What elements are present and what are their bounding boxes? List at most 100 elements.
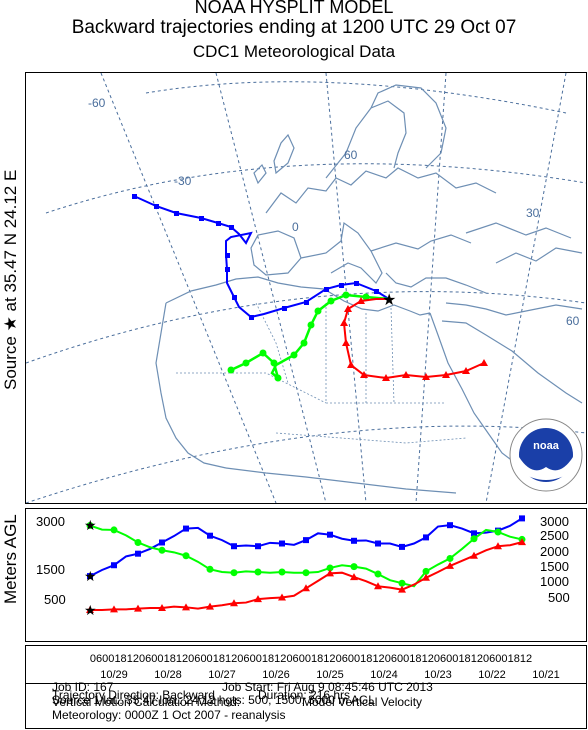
map-svg: -60 -30 0 60 30 60 (26, 73, 586, 503)
date-tick-label: 10/21 (532, 669, 560, 681)
trajectory-map: -60 -30 0 60 30 60 (25, 72, 587, 504)
trajectory-blue (133, 195, 390, 319)
trajectory-green (230, 293, 390, 382)
date-tick-label: 10/22 (478, 669, 506, 681)
agl-point (470, 535, 478, 543)
hour-tick-label: 00 (151, 653, 163, 665)
hour-tick-label: 06 (237, 653, 249, 665)
hour-tick-label: 18 (164, 653, 176, 665)
hour-tick-label: 06 (434, 653, 446, 665)
agl-point (111, 562, 117, 569)
agl-point (159, 539, 165, 546)
date-tick-label: 10/26 (262, 669, 290, 681)
hour-tick-label: 00 (250, 653, 262, 665)
agl-point (422, 567, 430, 575)
date-tick-label: 10/29 (100, 669, 128, 681)
agl-point (158, 546, 166, 554)
agl-point (398, 579, 406, 587)
chart-title-line2: Backward trajectories ending at 1200 UTC… (71, 17, 517, 38)
start-star-icon: ★ (84, 517, 97, 533)
hour-tick-label: 06 (286, 653, 298, 665)
agl-point (470, 551, 478, 559)
date-tick-label: 10/25 (316, 669, 344, 681)
agl-chart-panel: ★ ★ ★ 3000 1500 500 3000 2500 2000 1500 10… (25, 508, 587, 642)
hour-tick-label: 06 (336, 653, 348, 665)
noaa-logo: noaa (509, 418, 583, 492)
agl-series-line (89, 524, 523, 588)
agl-point (326, 564, 334, 572)
agl-point (134, 604, 142, 612)
hour-tick-label: 00 (348, 653, 360, 665)
agl-point (446, 561, 454, 569)
hour-tick-label: 18 (508, 653, 520, 665)
agl-point (158, 603, 166, 611)
hour-tick-label: 06 (385, 653, 397, 665)
info-direction: Trajectory Direction: Backward (52, 688, 215, 702)
info-separator (25, 683, 587, 684)
trajectory-red (342, 298, 485, 380)
date-tick-label: 10/23 (424, 669, 452, 681)
agl-point (374, 570, 382, 578)
left-tick-label: 500 (44, 592, 66, 607)
hour-tick-label: 18 (409, 653, 421, 665)
map-graticule-labels: -60 -30 0 60 30 60 (88, 96, 580, 328)
chart-title-line3: CDC1 Meteorological Data (192, 42, 396, 61)
agl-point (134, 538, 142, 546)
agl-series-line (89, 517, 523, 577)
right-tick-label: 2000 (540, 544, 569, 559)
map-coastlines (155, 84, 583, 494)
agl-point (86, 606, 94, 614)
agl-point (207, 532, 213, 539)
right-tick-label: 2500 (540, 528, 569, 543)
date-tick-label: 10/28 (154, 669, 182, 681)
agl-point (279, 540, 285, 547)
agl-point (230, 569, 238, 577)
agl-point (471, 530, 477, 537)
agl-point (87, 573, 93, 580)
hour-tick-label: 00 (102, 653, 114, 665)
left-tick-label: 3000 (36, 514, 65, 529)
agl-point (519, 515, 525, 522)
source-label: Source ★ at 35.47 N 24.12 E (1, 169, 20, 390)
hour-tick-label: 06 (139, 653, 151, 665)
agl-point (86, 522, 94, 530)
agl-point (183, 525, 189, 532)
hour-tick-label: 18 (458, 653, 470, 665)
map-borders (176, 302, 467, 444)
start-star-icon: ★ (84, 602, 97, 618)
hour-tick-label: 12 (323, 653, 335, 665)
hour-tick-label: 12 (520, 653, 532, 665)
agl-point (254, 568, 262, 576)
hour-tick-label: 18 (262, 653, 274, 665)
hour-tick-label: 12 (176, 653, 188, 665)
map-graticule (26, 73, 586, 503)
agl-point (446, 554, 454, 562)
agl-point (494, 528, 502, 536)
trajectory-green-markers (227, 291, 370, 382)
agl-point (422, 573, 430, 581)
hour-tick-label: 12 (225, 653, 237, 665)
agl-point (206, 565, 214, 573)
agl-point (447, 522, 453, 529)
date-tick-label: 10/24 (370, 669, 398, 681)
job-start: Job Start: Fri Aug 9 08:45:46 UTC 2013 (222, 680, 433, 694)
info-duration: Duration: 216 hrs (258, 688, 351, 702)
hour-tick-label: 12 (471, 653, 483, 665)
agl-point (255, 543, 261, 550)
graticule-label: -60 (88, 96, 106, 110)
chart-title-line1: NOAA HYSPLIT MODEL (194, 0, 394, 17)
hour-tick-label: 18 (311, 653, 323, 665)
source-star-icon: ★ (382, 292, 396, 309)
time-axis: 06 00 18 12 06 00 18 12 06 00 18 12 06 00 18 12 06 00 18 12… (90, 653, 560, 681)
hour-tick-label: 00 (200, 653, 212, 665)
hour-tick-label: 18 (360, 653, 372, 665)
trajectory-red-markers (340, 297, 488, 381)
agl-point (110, 605, 118, 613)
agl-point (110, 526, 118, 534)
job-id: Job ID: 167 (52, 680, 114, 694)
agl-point (399, 543, 405, 550)
agl-axis-label: Meters AGL (1, 514, 20, 604)
agl-point (206, 602, 214, 610)
source-info: Source 1 lat.: 35.47 lon.: 24.12 hgts: 5… (52, 693, 375, 707)
hour-tick-label: 12 (127, 653, 139, 665)
